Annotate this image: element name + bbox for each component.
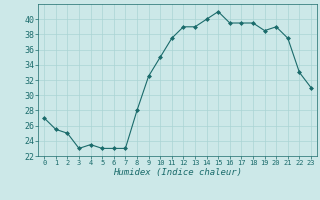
X-axis label: Humidex (Indice chaleur): Humidex (Indice chaleur) <box>113 168 242 177</box>
